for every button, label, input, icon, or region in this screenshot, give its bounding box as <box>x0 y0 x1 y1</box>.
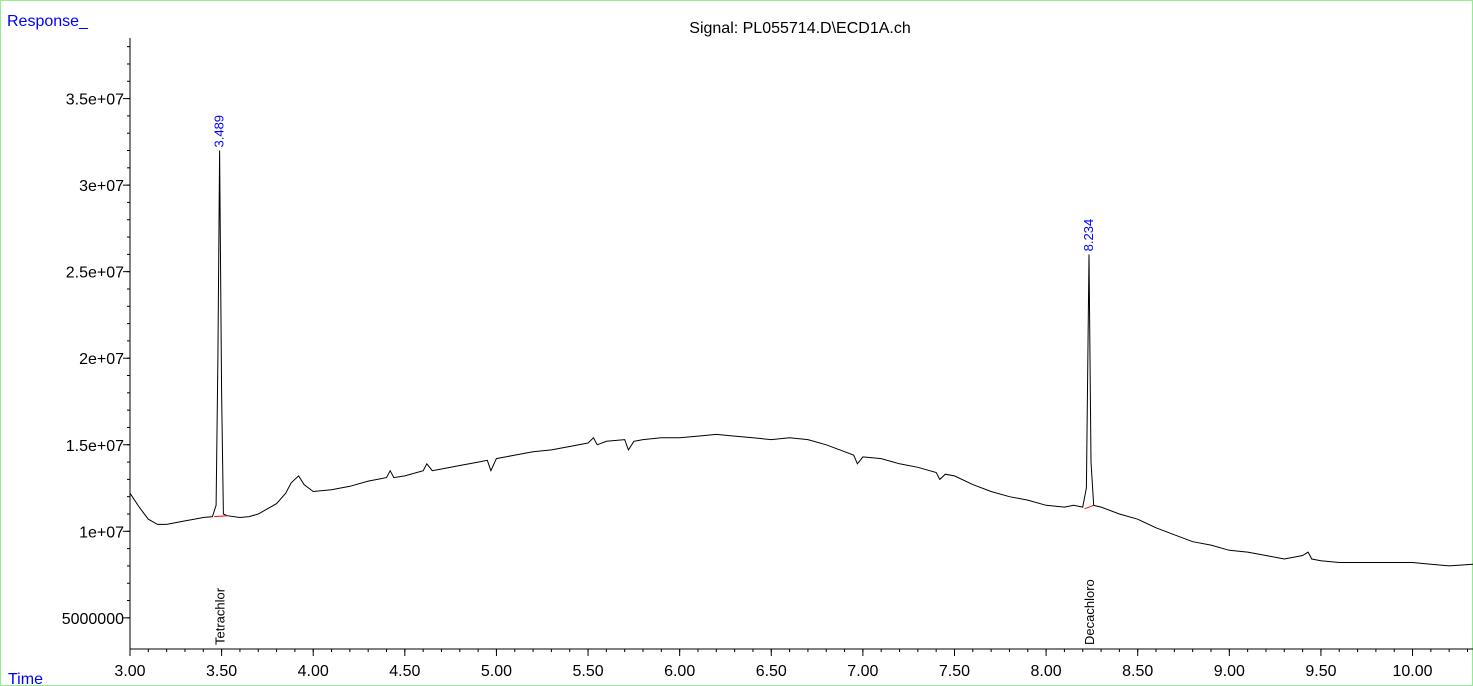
annotations: 3.489 Tetrachlor 8.234 Decachloro <box>212 115 1097 645</box>
x-axis-label: Time <box>8 671 43 686</box>
x-tick-label: 8.50 <box>1122 663 1153 680</box>
series-line <box>129 150 1473 567</box>
x-tick-label: 10.00 <box>1393 663 1433 680</box>
chart-title: Signal: PL055714.D\ECD1A.ch <box>689 20 910 37</box>
x-tick-label: 8.00 <box>1031 663 1062 680</box>
peak-rt-label: 8.234 <box>1081 219 1096 252</box>
y-tick-label: 3e+07 <box>79 178 124 195</box>
x-tick-label: 9.00 <box>1214 663 1245 680</box>
x-tick-label: 5.00 <box>481 663 512 680</box>
x-tick-label: 7.50 <box>939 663 970 680</box>
y-tick-label: 2e+07 <box>79 351 124 368</box>
peak-compound-label: Tetrachlor <box>213 587 228 645</box>
axes: 3.00 3.50 4.00 4.50 5.00 5.50 6.00 6.50 7.00 7.50… <box>62 38 1473 680</box>
peak-compound-label: Decachloro <box>1082 579 1097 645</box>
x-tick-label: 7.00 <box>847 663 878 680</box>
integration-baseline <box>1084 504 1094 510</box>
x-tick-label: 4.00 <box>298 663 329 680</box>
x-tick-label: 5.50 <box>572 663 603 680</box>
y-tick-label: 5000000 <box>62 611 124 628</box>
y-tick-label: 1e+07 <box>79 524 124 541</box>
x-tick-label: 3.00 <box>114 663 145 680</box>
y-tick-label: 1.5e+07 <box>66 438 124 455</box>
x-tick-label: 6.00 <box>664 663 695 680</box>
x-tick-label: 4.50 <box>389 663 420 680</box>
traces <box>129 150 1473 567</box>
x-tick-label: 3.50 <box>206 663 237 680</box>
y-tick-label: 3.5e+07 <box>66 92 124 109</box>
y-axis-label: Response_ <box>7 13 89 30</box>
peak-rt-label: 3.489 <box>212 115 227 148</box>
x-tick-label: 9.50 <box>1305 663 1336 680</box>
x-tick-label: 6.50 <box>756 663 787 680</box>
y-tick-label: 2.5e+07 <box>66 265 124 282</box>
integration-baseline <box>214 515 228 518</box>
